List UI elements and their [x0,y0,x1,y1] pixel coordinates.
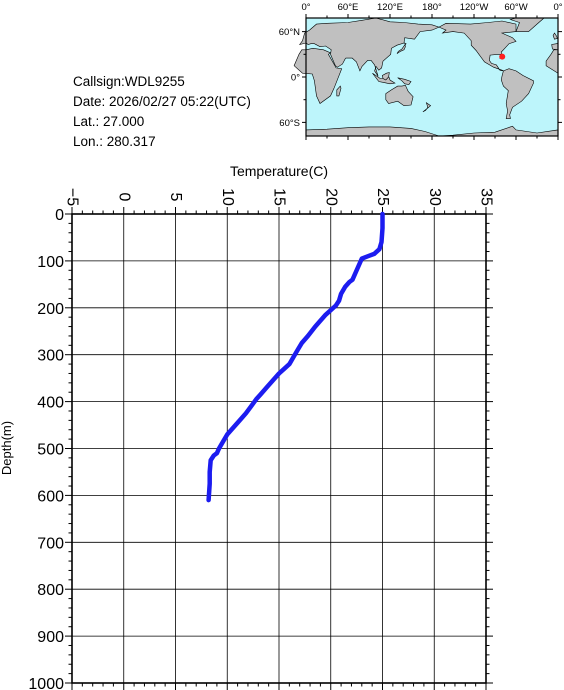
chart-grid [71,213,487,684]
x-tick-label: 15 [271,188,288,206]
map-lon-label: 0° [553,2,562,13]
x-tick-label: 35 [478,188,495,206]
y-tick-label: 900 [37,629,64,646]
map-landmasses [293,17,559,137]
x-tick-label: 5 [167,193,184,202]
landmass-borneo [381,72,390,81]
x-tick-label: 10 [219,188,236,206]
x-tick-label: 0 [115,193,132,202]
y-tick-labels: 0 100 200 300 400 500 600 700 800 900 1000 [28,207,64,690]
map-lat-label: 60°S [279,118,300,129]
landmass-australia [385,84,414,107]
longitude-text: Lon.: 280.317 [73,134,156,149]
world-map-inset: 0° 60°E 120°E 180° 120°W 60°W 0° 60°N 0° 60°S [279,2,563,140]
date-text: Date: 2026/02/27 05:22(UTC) [73,94,251,109]
landmass-uk [552,32,558,40]
landmass-madagascar [336,85,342,97]
map-ticks [302,14,562,140]
y-tick-label: 100 [37,254,64,271]
map-lon-label: 180° [422,2,442,13]
y-tick-label: 300 [37,348,64,365]
x-tick-label: 30 [426,188,443,206]
y-tick-label: 1000 [28,676,64,690]
x-axis-label: Temperature(C) [230,163,328,179]
y-tick-label: 200 [37,301,64,318]
map-lon-label: 120°E [377,2,403,13]
y-tick-label: 800 [37,582,64,599]
station-location-marker [499,53,506,60]
y-tick-label: 400 [37,395,64,412]
y-tick-label: 600 [37,488,64,505]
x-tick-label: 20 [322,188,339,206]
map-latitude-labels: 60°N 0° 60°S [279,27,300,129]
x-tick-label: 25 [374,188,391,206]
minor-ticks [65,207,493,690]
map-lon-label: 60°W [504,2,527,13]
y-tick-label: 700 [37,535,64,552]
landmass-new-zealand [422,101,432,113]
y-tick-label: 0 [55,207,64,224]
map-lat-label: 60°N [279,27,300,38]
landmass-japan [396,42,407,54]
landmass-south-america [500,68,534,119]
y-axis-label: Depth(m) [0,421,14,475]
map-lon-label: 0° [301,2,310,13]
map-longitude-labels: 0° 60°E 120°E 180° 120°W 60°W 0° [301,2,562,13]
landmass-new-guinea [397,77,412,85]
map-lon-label: 60°E [338,2,359,13]
latitude-text: Lat.: 27.000 [73,114,145,129]
temperature-depth-plot: −5 0 5 10 15 20 25 30 35 01002003004005006007008… [0,163,495,690]
landmass-eurasia-east [298,17,440,77]
temperature-profile-line [206,211,385,503]
x-tick-label: −5 [64,188,81,206]
map-lon-label: 120°W [460,2,489,13]
y-tick-label: 500 [37,442,64,459]
landmass-north-america [438,20,517,72]
map-lat-label: 0° [291,73,300,84]
callsign-text: Callsign:WDL9255 [73,74,185,89]
x-tick-labels: −5 0 5 10 15 20 25 30 35 [64,188,495,206]
